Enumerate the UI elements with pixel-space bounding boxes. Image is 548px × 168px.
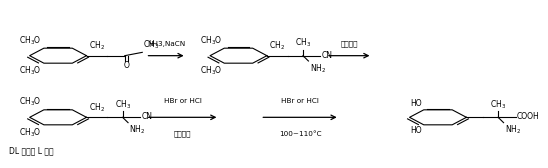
Text: CH$_3$O: CH$_3$O [200, 65, 222, 77]
Text: CH$_3$O: CH$_3$O [19, 34, 42, 47]
Text: CH$_2$: CH$_2$ [89, 101, 105, 114]
Text: CH$_3$: CH$_3$ [295, 36, 311, 49]
Text: HO: HO [410, 126, 421, 135]
Text: CN: CN [141, 112, 152, 121]
Text: CH$_3$O: CH$_3$O [19, 65, 42, 77]
Text: CH$_3$: CH$_3$ [144, 39, 159, 51]
Text: NH$_2$: NH$_2$ [129, 124, 145, 136]
Text: CH$_2$: CH$_2$ [89, 39, 105, 52]
Text: CN: CN [322, 51, 333, 60]
Text: CH$_3$: CH$_3$ [115, 98, 130, 111]
Text: CH$_3$O: CH$_3$O [19, 126, 42, 139]
Text: DL 构型或 L 构型: DL 构型或 L 构型 [9, 146, 54, 155]
Text: NH$_2$: NH$_2$ [505, 124, 521, 136]
Text: NH$_2$: NH$_2$ [310, 62, 326, 74]
Text: NH3,NaCN: NH3,NaCN [147, 41, 185, 47]
Text: CH$_3$O: CH$_3$O [200, 34, 222, 47]
Text: HBr or HCl: HBr or HCl [281, 98, 319, 104]
Text: COOH: COOH [517, 112, 539, 121]
Text: HO: HO [410, 99, 421, 109]
Text: CH$_3$: CH$_3$ [490, 98, 506, 111]
Text: HBr or HCl: HBr or HCl [163, 98, 201, 104]
Text: CH$_3$O: CH$_3$O [19, 96, 42, 109]
Text: 100~110°C: 100~110°C [278, 131, 321, 137]
Text: 低温水解: 低温水解 [174, 131, 191, 137]
Text: O: O [123, 61, 129, 70]
Text: 手性拆分: 手性拆分 [340, 41, 358, 47]
Text: CH$_2$: CH$_2$ [269, 39, 286, 52]
